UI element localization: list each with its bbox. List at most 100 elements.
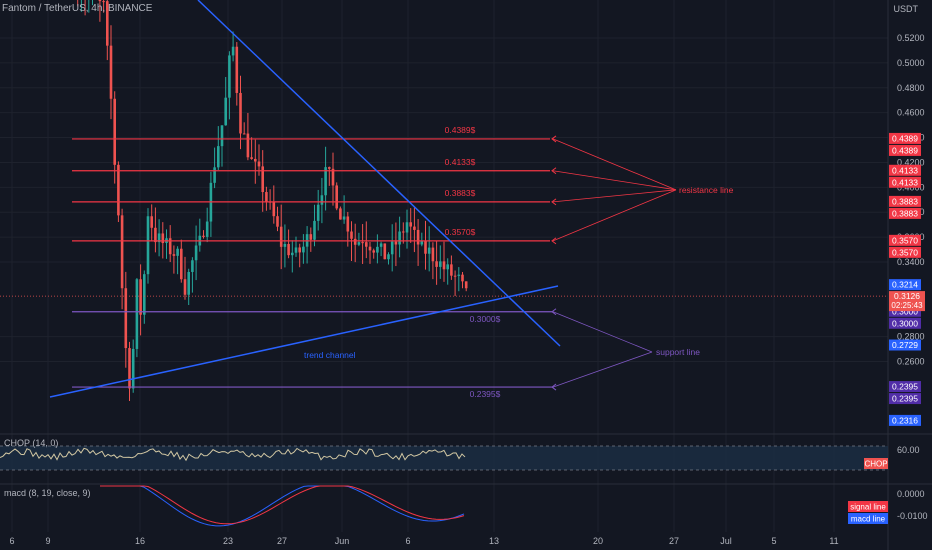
- time-tick-label: 23: [223, 536, 233, 546]
- candle-body: [102, 1, 105, 3]
- macd-indicator-label[interactable]: macd (8, 19, close, 9): [4, 488, 91, 498]
- candle-body: [346, 216, 350, 232]
- candle-body: [320, 195, 324, 205]
- price-axis[interactable]: 0.52000.50000.48000.46000.44000.42000.40…: [889, 33, 925, 426]
- arrow-head: [551, 198, 557, 206]
- candle-body: [265, 192, 268, 202]
- price-badge-bg: [889, 414, 921, 426]
- price-badge: 0.3570: [889, 246, 921, 258]
- price-badge: 0.3214: [889, 279, 921, 291]
- candle-body: [224, 97, 227, 126]
- candle-body: [139, 279, 142, 315]
- candle-body: [379, 243, 383, 247]
- price-badge: 0.3883: [889, 195, 921, 207]
- price-badge-bg: [889, 176, 921, 188]
- macd-tick-label: -0.0100: [897, 511, 928, 521]
- price-badge-text: 0.3000: [892, 306, 918, 316]
- candle-body: [131, 348, 135, 389]
- price-badge-text: 0.4133: [892, 177, 918, 187]
- descending-trend-line: [197, 0, 561, 347]
- price-badge-text: 0.3883: [892, 208, 918, 218]
- candle-body: [191, 260, 194, 272]
- chop-indicator-label[interactable]: CHOP (14, 0): [4, 438, 59, 448]
- candle-body: [283, 243, 287, 247]
- candle-body: [202, 235, 205, 237]
- candle-body: [427, 247, 431, 254]
- candle-body: [235, 46, 239, 93]
- candle-body: [279, 226, 283, 247]
- candle-body: [172, 254, 176, 256]
- macd-tick-label: 0.0000: [897, 489, 925, 499]
- arrow-head: [551, 383, 557, 391]
- candle-body: [313, 220, 316, 240]
- time-tick-label: Jun: [335, 536, 350, 546]
- candle-body: [291, 252, 294, 256]
- price-badge: 0.4389: [889, 132, 921, 144]
- candle-body: [435, 261, 438, 267]
- arrow-head: [551, 308, 557, 316]
- support-label: 0.3000$: [470, 314, 501, 324]
- candle-body: [442, 261, 446, 270]
- candle-body: [402, 231, 405, 233]
- candle-body: [409, 222, 412, 227]
- time-tick-label: 27: [669, 536, 679, 546]
- candle-body: [457, 274, 461, 276]
- macd-pane[interactable]: 0.0000 -0.0100 signal line macd line: [100, 485, 928, 527]
- candle-body: [128, 348, 131, 389]
- annotation-arrow: [552, 189, 677, 242]
- price-badge-bg: [889, 195, 921, 207]
- price-badge-bg: [889, 132, 921, 144]
- price-badge-text: 0.3214: [892, 280, 918, 290]
- signal-legend-bg: [848, 501, 888, 512]
- time-axis[interactable]: 6 9 16 23 27 Jun 6 13 20 27 Jul 5 11: [9, 536, 838, 546]
- annotation-arrow: [552, 138, 677, 191]
- candle-body: [261, 166, 264, 193]
- price-pane[interactable]: 0.4389$ 0.4133$ 0.3883$ 0.3570$ resistance l…: [0, 0, 888, 402]
- price-badge-text: 0.4389: [892, 133, 918, 143]
- candle-body: [168, 238, 172, 255]
- price-badge-text: 0.3000: [892, 318, 918, 328]
- arrow-head: [551, 135, 557, 143]
- price-tick-label: 0.4800: [897, 83, 925, 93]
- price-badge-text: 0.3570: [892, 235, 918, 245]
- price-badge-bg: [889, 144, 921, 156]
- price-badge: 0.2395: [889, 393, 921, 405]
- price-badge: 0.3000: [889, 305, 921, 317]
- candle-body: [287, 243, 290, 256]
- candle-body: [394, 241, 398, 245]
- signal-line: [100, 485, 465, 525]
- candle-body: [124, 288, 128, 349]
- price-badge-bg: [889, 246, 921, 258]
- price-badge-bg: [889, 164, 921, 176]
- price-badge: 0.4133: [889, 164, 921, 176]
- price-tick-label: 0.3400: [897, 257, 925, 267]
- price-tick-label: 0.5000: [897, 58, 925, 68]
- macd-legend-bg: [848, 513, 888, 524]
- candle-body: [350, 231, 353, 239]
- price-badge-bg: [889, 317, 921, 329]
- candle-body: [246, 133, 250, 158]
- candle-body: [220, 125, 224, 147]
- time-tick-label: 27: [277, 536, 287, 546]
- candle-body: [109, 45, 113, 99]
- candle-body: [339, 208, 342, 220]
- price-badge: 0.3883: [889, 207, 921, 219]
- price-badge: 0.3000: [889, 317, 921, 329]
- candle-body: [365, 242, 368, 247]
- candle-body: [180, 248, 183, 280]
- macd-line: [100, 485, 465, 527]
- price-badge-text: 0.2316: [892, 415, 918, 425]
- price-tick-label: 0.4600: [897, 108, 925, 118]
- candle-body: [239, 92, 242, 134]
- price-badge: 0.4389: [889, 144, 921, 156]
- candle-body: [106, 1, 109, 46]
- price-badge: 0.2316: [889, 414, 921, 426]
- price-badge-bg: [889, 305, 921, 317]
- price-badge-text: 0.2395: [892, 394, 918, 404]
- time-tick-label: 13: [489, 536, 499, 546]
- chop-pane[interactable]: 60.00 CHOP: [0, 445, 920, 471]
- ascending-trend-line: [49, 285, 559, 398]
